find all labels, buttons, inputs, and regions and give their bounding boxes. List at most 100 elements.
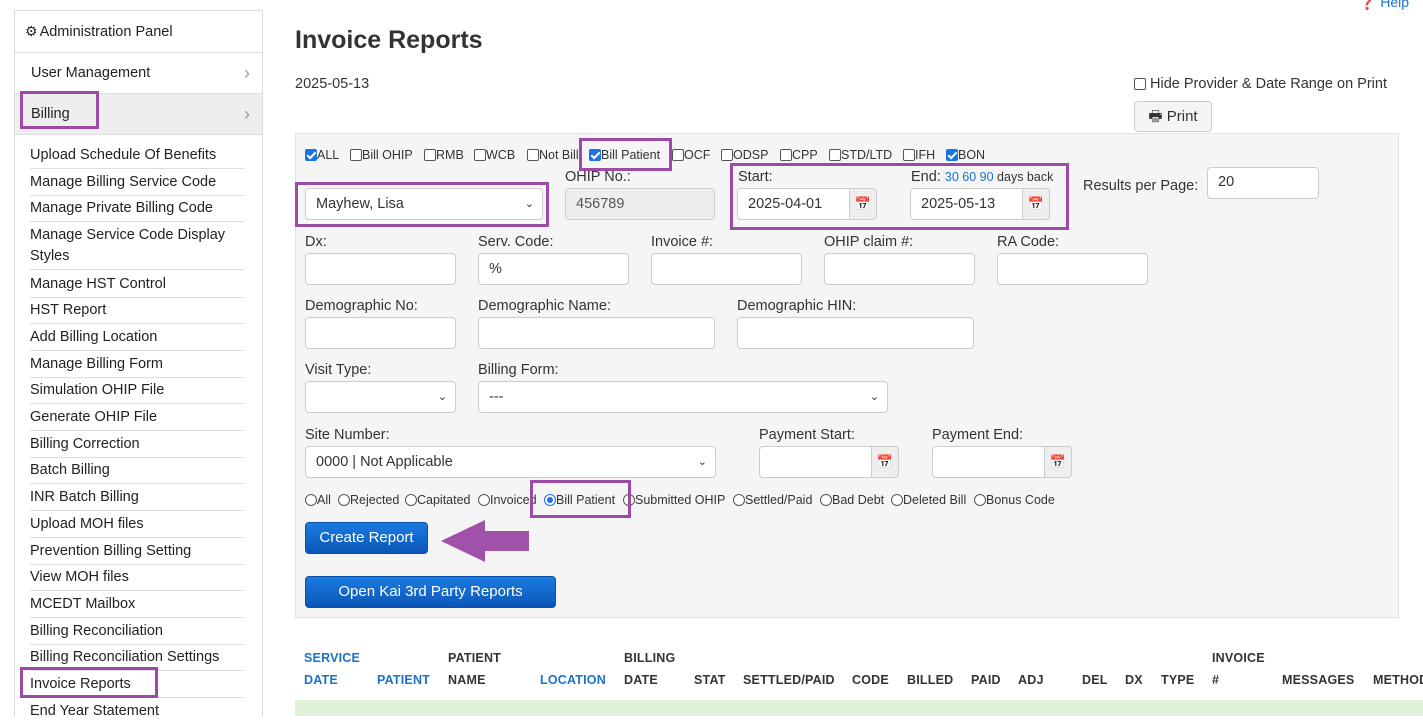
status-capitated-radio[interactable] xyxy=(405,494,417,506)
results-per-page-input[interactable]: 20 xyxy=(1207,167,1319,199)
print-button[interactable]: 🖶 Print xyxy=(1134,101,1212,132)
sidebar-link-invoice-reports[interactable]: Invoice Reports xyxy=(30,673,244,698)
type-wcb[interactable]: WCB xyxy=(474,148,515,162)
payment-end-input[interactable]: 📅 xyxy=(932,446,1072,478)
sidebar-item-billing[interactable]: Billing › xyxy=(15,94,262,135)
sidebar-link-mcedt-mailbox[interactable]: MCEDT Mailbox xyxy=(30,593,244,618)
sidebar-link-upload-moh-files[interactable]: Upload MOH files xyxy=(30,513,244,538)
hide-provider-checkbox[interactable] xyxy=(1134,78,1146,90)
type-cpp[interactable]: CPP xyxy=(780,148,818,162)
days-30-link[interactable]: 30 xyxy=(944,170,959,184)
sidebar-link-billing-reconciliation[interactable]: Billing Reconciliation xyxy=(30,620,244,645)
demographic-hin-input[interactable] xyxy=(737,317,974,349)
status-capitated[interactable]: Capitated xyxy=(405,493,471,507)
open-kai-reports-button[interactable]: Open Kai 3rd Party Reports xyxy=(305,576,556,608)
type-odsp[interactable]: ODSP xyxy=(721,148,768,162)
status-deleted-bill[interactable]: Deleted Bill xyxy=(891,493,966,507)
col-service-date[interactable]: DATE xyxy=(304,673,338,687)
sidebar-link-add-billing-location[interactable]: Add Billing Location xyxy=(30,326,244,351)
type-all[interactable]: ALL xyxy=(305,148,339,162)
help-link[interactable]: ❓ Help xyxy=(1359,0,1409,11)
type-bill-ohip-checkbox[interactable] xyxy=(350,149,362,161)
sidebar-link-manage-service-code-display-styles[interactable]: Manage Service Code Display Styles xyxy=(30,224,244,270)
days-60-link[interactable]: 60 xyxy=(962,170,977,184)
status-bill-patient[interactable]: Bill Patient xyxy=(544,493,615,507)
type-bill-ohip[interactable]: Bill OHIP xyxy=(350,148,413,162)
type-bon[interactable]: BON xyxy=(946,148,985,162)
visit-type-select[interactable]: ⌄ xyxy=(305,381,456,413)
hide-provider-toggle[interactable]: Hide Provider & Date Range on Print xyxy=(1134,76,1387,92)
type-ifh[interactable]: IFH xyxy=(903,148,935,162)
type-not-bill-checkbox[interactable] xyxy=(527,149,539,161)
status-rejected-radio[interactable] xyxy=(338,494,350,506)
type-wcb-checkbox[interactable] xyxy=(474,149,486,161)
start-date-input[interactable]: 2025-04-01 📅 xyxy=(737,188,877,220)
status-bad-debt[interactable]: Bad Debt xyxy=(820,493,884,507)
status-all-radio[interactable] xyxy=(305,494,317,506)
demographic-name-input[interactable] xyxy=(478,317,715,349)
invoice-input[interactable] xyxy=(651,253,802,285)
calendar-icon[interactable]: 📅 xyxy=(1044,446,1072,478)
status-rejected[interactable]: Rejected xyxy=(338,493,399,507)
type-bon-checkbox[interactable] xyxy=(946,149,958,161)
sidebar-link-billing-reconciliation-settings[interactable]: Billing Reconciliation Settings xyxy=(30,646,244,671)
create-report-button[interactable]: Create Report xyxy=(305,522,428,554)
sidebar-link-manage-private-billing-code[interactable]: Manage Private Billing Code xyxy=(30,197,244,222)
sidebar-link-billing-correction[interactable]: Billing Correction xyxy=(30,433,244,458)
status-bill-patient-radio[interactable] xyxy=(544,494,556,506)
sidebar-link-manage-billing-service-code[interactable]: Manage Billing Service Code xyxy=(30,171,244,196)
sidebar-link-manage-billing-form[interactable]: Manage Billing Form xyxy=(30,353,244,378)
type-not-bill[interactable]: Not Bill xyxy=(527,148,581,162)
sidebar-link-manage-hst-control[interactable]: Manage HST Control xyxy=(30,273,244,298)
status-invoiced-radio[interactable] xyxy=(478,494,490,506)
calendar-icon[interactable]: 📅 xyxy=(871,446,899,478)
ra-code-input[interactable] xyxy=(997,253,1148,285)
serv-code-input[interactable]: % xyxy=(478,253,629,285)
payment-start-input[interactable]: 📅 xyxy=(759,446,899,478)
type-rmb[interactable]: RMB xyxy=(424,148,464,162)
type-ocf-checkbox[interactable] xyxy=(672,149,684,161)
type-all-checkbox[interactable] xyxy=(305,149,317,161)
sidebar-link-generate-ohip-file[interactable]: Generate OHIP File xyxy=(30,406,244,431)
demographic-no-input[interactable] xyxy=(305,317,456,349)
type-cpp-checkbox[interactable] xyxy=(780,149,792,161)
status-submitted-ohip[interactable]: Submitted OHIP xyxy=(623,493,725,507)
status-bonus-code-radio[interactable] xyxy=(974,494,986,506)
type-bill-patient-checkbox[interactable] xyxy=(589,149,601,161)
col-service-date-top[interactable]: SERVICE xyxy=(304,651,361,665)
status-bad-debt-radio[interactable] xyxy=(820,494,832,506)
days-90-link[interactable]: 90 xyxy=(979,170,994,184)
provider-select[interactable]: Mayhew, Lisa ⌄ xyxy=(305,188,543,220)
sidebar-link-upload-schedule[interactable]: Upload Schedule Of Benefits xyxy=(30,144,244,169)
sidebar-link-batch-billing[interactable]: Batch Billing xyxy=(30,459,244,484)
type-bill-patient[interactable]: Bill Patient xyxy=(589,148,660,162)
status-deleted-bill-radio[interactable] xyxy=(891,494,903,506)
type-rmb-checkbox[interactable] xyxy=(424,149,436,161)
status-all[interactable]: All xyxy=(305,493,331,507)
calendar-icon[interactable]: 📅 xyxy=(1022,188,1050,220)
sidebar-link-hst-report[interactable]: HST Report xyxy=(30,299,244,324)
type-odsp-checkbox[interactable] xyxy=(721,149,733,161)
type-std-ltd[interactable]: STD/LTD xyxy=(829,148,892,162)
sidebar-link-end-year-statement[interactable]: End Year Statement xyxy=(30,703,159,719)
site-number-select[interactable]: 0000 | Not Applicable ⌄ xyxy=(305,446,716,478)
sidebar-link-prevention-billing-setting[interactable]: Prevention Billing Setting xyxy=(30,540,244,565)
col-location[interactable]: LOCATION xyxy=(540,673,606,687)
type-std-ltd-checkbox[interactable] xyxy=(829,149,841,161)
calendar-icon[interactable]: 📅 xyxy=(849,188,877,220)
status-settled-paid-radio[interactable] xyxy=(733,494,745,506)
status-settled-paid[interactable]: Settled/Paid xyxy=(733,493,812,507)
sidebar-item-user-management[interactable]: User Management › xyxy=(15,53,262,94)
col-patient[interactable]: PATIENT xyxy=(377,673,431,687)
end-date-input[interactable]: 2025-05-13 📅 xyxy=(910,188,1050,220)
sidebar-link-inr-batch-billing[interactable]: INR Batch Billing xyxy=(30,486,244,511)
sidebar-link-simulation-ohip-file[interactable]: Simulation OHIP File xyxy=(30,379,244,404)
type-ocf[interactable]: OCF xyxy=(672,148,710,162)
status-bonus-code[interactable]: Bonus Code xyxy=(974,493,1055,507)
billing-form-select[interactable]: --- ⌄ xyxy=(478,381,888,413)
sidebar-link-view-moh-files[interactable]: View MOH files xyxy=(30,566,244,591)
status-invoiced[interactable]: Invoiced xyxy=(478,493,537,507)
status-submitted-ohip-radio[interactable] xyxy=(623,494,635,506)
dx-input[interactable] xyxy=(305,253,456,285)
ohip-claim-input[interactable] xyxy=(824,253,975,285)
